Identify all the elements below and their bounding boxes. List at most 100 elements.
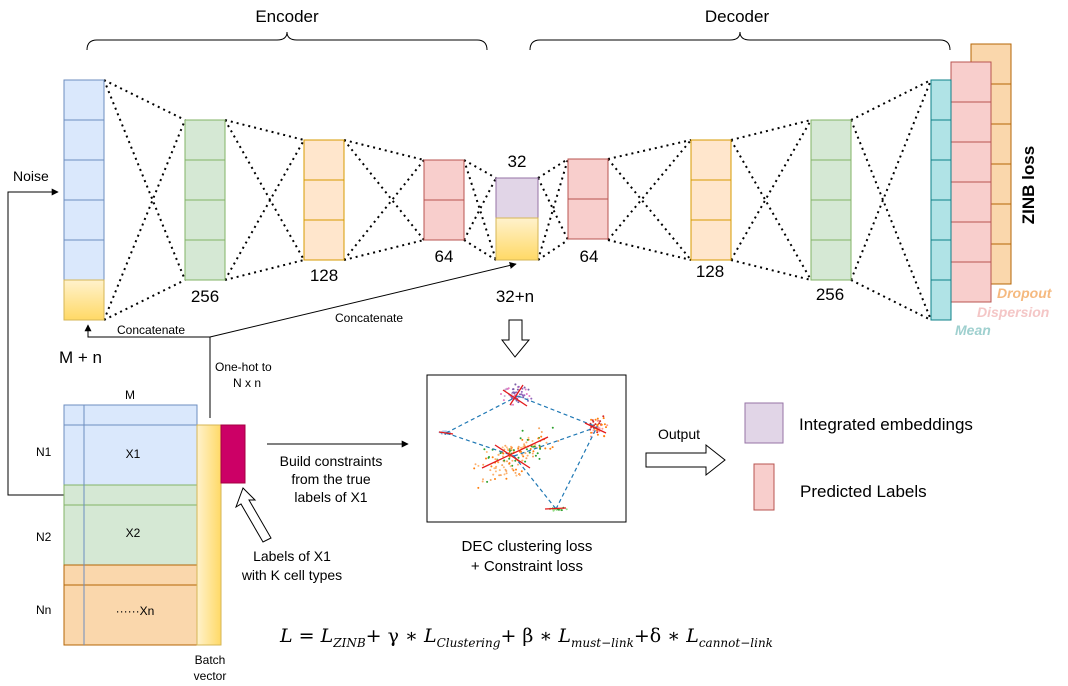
cluster-plot: [426, 374, 627, 523]
decoder-layer-64-cell: [567, 198, 609, 240]
encoder-layer-128-cell: [303, 179, 345, 221]
scatter-point: [511, 392, 513, 395]
scatter-point: [551, 446, 554, 449]
concat-arrow-bottleneck: [209, 262, 517, 338]
scatter-point: [509, 465, 512, 468]
scatter-point: [505, 472, 508, 475]
scatter-point: [508, 450, 511, 452]
scatter-point: [512, 403, 514, 406]
scatter-point: [506, 448, 509, 451]
zinb-dispersion-cell: [950, 261, 992, 303]
bottleneck-batch: [495, 217, 539, 261]
scatter-point: [473, 467, 476, 470]
scatter-point: [532, 450, 535, 453]
scatter-point: [525, 448, 528, 451]
network-layers: [63, 43, 1012, 321]
dec-size-256: 256: [816, 285, 844, 304]
enc-size-128: 128: [310, 266, 338, 285]
constraints-label-3: labels of X1: [294, 489, 367, 505]
scatter-point: [485, 451, 488, 453]
matrix-col-label: M: [125, 388, 135, 402]
scatter-point: [519, 393, 521, 396]
scatter-point: [565, 508, 568, 511]
scatter-point: [599, 420, 602, 423]
dec-label-1: DEC clustering loss: [462, 538, 593, 555]
row-label-n1: N1: [36, 445, 52, 459]
block-label-x2: X2: [126, 526, 141, 540]
scatter-point: [538, 444, 541, 447]
layer-connections: [103, 79, 932, 321]
zinb-mean-cell: [930, 79, 952, 121]
encoder-layer-256-cell: [184, 119, 226, 161]
scatter-point: [508, 455, 511, 458]
row-label-nn: Nn: [36, 603, 51, 617]
input-layer-cell: [63, 119, 105, 161]
scatter-point: [522, 396, 525, 399]
zinb-mean-cell: [930, 239, 952, 281]
scatter-point: [544, 447, 547, 450]
scatter-point: [524, 452, 527, 455]
scatter-point: [603, 435, 606, 437]
scatter-point: [523, 386, 526, 389]
concat-arrow-input: [84, 324, 211, 418]
scatter-point: [522, 455, 525, 458]
scatter-point: [496, 461, 499, 463]
scatter-point: [489, 469, 492, 472]
scatter-point: [495, 465, 498, 468]
block-label-x1: X1: [126, 447, 141, 461]
noise-arrow: [7, 188, 64, 496]
enc-size-64: 64: [435, 247, 454, 266]
block-label-xn: ······Xn: [116, 604, 155, 618]
scatter-point: [500, 393, 502, 395]
batch-label-2: vector: [194, 669, 227, 683]
scatter-point: [529, 448, 532, 450]
bottleneck-size-label: 32: [508, 152, 527, 171]
scatter-point: [606, 424, 609, 427]
scatter-point: [517, 445, 520, 448]
decoder-layer-256-cell: [810, 159, 852, 201]
scatter-point: [505, 477, 508, 480]
decoder-layer-128-cell: [690, 179, 732, 221]
scatter-point: [523, 394, 526, 397]
legend-embeddings-swatch: [744, 402, 784, 444]
scatter-point: [499, 452, 502, 455]
scatter-point: [514, 383, 517, 386]
decoder-title: Decoder: [705, 7, 770, 26]
scatter-point: [592, 429, 595, 432]
scatter-point: [596, 419, 599, 422]
scatter-point: [481, 480, 484, 483]
scatter-point: [512, 388, 515, 391]
bottleneck-concat-size-label: 32+n: [496, 287, 534, 306]
scatter-point: [602, 415, 605, 418]
scatter-point: [521, 429, 524, 432]
scatter-point: [540, 431, 543, 433]
scatter-point: [477, 486, 480, 489]
scatter-point: [490, 465, 493, 468]
scatter-point: [596, 433, 599, 436]
zinb-dispersion-cell: [950, 141, 992, 183]
decoder-layer-256-cell: [810, 119, 852, 161]
scatter-point: [502, 455, 504, 458]
scatter-point: [517, 456, 520, 459]
scatter-point: [511, 459, 514, 462]
scatter-point: [549, 447, 552, 450]
noise-label: Noise: [13, 168, 49, 184]
scatter-point: [528, 395, 531, 397]
input-matrix: [63, 404, 246, 646]
scatter-point: [501, 464, 504, 467]
concat-label-input: Concatenate: [117, 323, 185, 337]
scatter-point: [503, 459, 506, 462]
scatter-point: [504, 468, 507, 471]
scatter-point: [593, 424, 595, 427]
scatter-point: [494, 458, 497, 461]
input-layer-cell: [63, 239, 105, 281]
scatter-point: [531, 452, 534, 455]
scatter-point: [497, 453, 500, 456]
mean-label: Mean: [955, 322, 991, 338]
scatter-point: [512, 449, 515, 452]
scatter-point: [498, 474, 501, 477]
scatter-point: [521, 459, 524, 462]
onehot-label-1: One-hot to: [215, 360, 272, 374]
decoder-layer-128-cell: [690, 219, 732, 261]
